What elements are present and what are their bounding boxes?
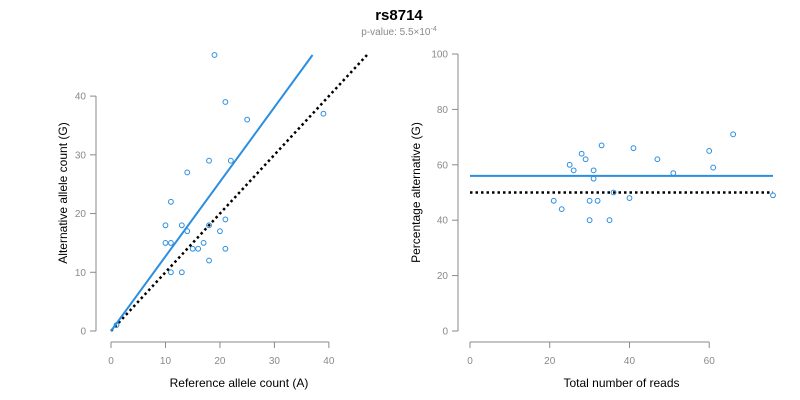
- data-point: [586, 217, 593, 224]
- data-point: [162, 240, 169, 246]
- data-point: [578, 150, 585, 157]
- data-point: [206, 257, 212, 264]
- data-point: [184, 169, 191, 176]
- data-point: [113, 322, 120, 329]
- percentage-alternative-plot: 0 20 40 60 0 20 40 60 80 100 Total number of reads…: [409, 50, 776, 390]
- data-point: [610, 189, 617, 196]
- y-tick-label: 40: [437, 216, 449, 227]
- data-point: [168, 240, 174, 246]
- p-value-label: p-value: 5.5×10-4: [361, 26, 437, 38]
- x-axis-label: Reference allele count (A): [170, 376, 309, 390]
- data-point: [178, 222, 185, 229]
- data-point: [227, 157, 234, 164]
- y-tick-label: 60: [437, 160, 449, 171]
- x-axis-label: Total number of reads: [563, 376, 679, 390]
- fit-line: [110, 54, 314, 332]
- data-point: [594, 197, 601, 204]
- data-point: [244, 116, 251, 123]
- data-point: [222, 245, 229, 252]
- data-point: [570, 167, 577, 174]
- y-tick-label: 20: [75, 209, 87, 220]
- data-point: [558, 206, 565, 213]
- data-point: [606, 217, 613, 224]
- data-point: [590, 167, 597, 174]
- x-tick-label: 10: [160, 356, 172, 367]
- data-point: [320, 110, 327, 117]
- data-point: [670, 170, 677, 177]
- y-tick-label: 10: [75, 268, 87, 279]
- y-tick-label: 0: [80, 327, 86, 338]
- data-point: [178, 269, 185, 276]
- data-point: [206, 157, 212, 164]
- data-point: [706, 148, 713, 154]
- x-tick-label: 40: [624, 356, 636, 367]
- y-tick-label: 80: [437, 105, 449, 116]
- x-tick-label: 40: [323, 356, 335, 367]
- data-point: [730, 131, 737, 138]
- x-tick-label: 20: [544, 356, 556, 367]
- y-tick-label: 0: [442, 327, 448, 338]
- y-tick-label: 40: [75, 92, 87, 103]
- data-point: [200, 240, 207, 246]
- data-point: [162, 222, 169, 229]
- data-point: [168, 198, 174, 205]
- y-tick-label: 20: [437, 271, 449, 282]
- data-point: [590, 175, 597, 182]
- data-point: [770, 192, 776, 199]
- x-tick-label: 0: [467, 356, 473, 367]
- data-point: [626, 195, 633, 201]
- data-point: [222, 216, 229, 223]
- data-point: [189, 245, 196, 252]
- y-tick-label: 100: [431, 50, 448, 61]
- data-point: [586, 197, 593, 204]
- data-point: [217, 228, 223, 235]
- data-point: [195, 245, 202, 252]
- data-point: [710, 164, 717, 171]
- y-tick-label: 30: [75, 150, 87, 161]
- data-point: [630, 145, 637, 152]
- x-tick-label: 20: [214, 356, 226, 367]
- data-point: [184, 228, 191, 235]
- x-tick-label: 30: [269, 356, 281, 367]
- x-tick-label: 0: [108, 356, 114, 367]
- data-point: [654, 156, 661, 163]
- chart-title: rs8714: [375, 7, 423, 24]
- data-point: [582, 156, 589, 163]
- data-point: [566, 161, 573, 168]
- data-point: [598, 142, 605, 149]
- y-axis-label: Alternative allele count (G): [56, 122, 70, 263]
- allele-count-plot: 0 10 20 30 40 0 10 20 30 40 Reference allele count…: [56, 52, 368, 390]
- y-axis-label: Percentage alternative (G): [409, 122, 423, 263]
- data-point: [211, 52, 218, 58]
- data-point: [222, 99, 229, 105]
- data-point: [168, 269, 174, 276]
- reference-line: [110, 54, 368, 332]
- data-point: [550, 197, 557, 204]
- x-tick-label: 60: [704, 356, 716, 367]
- data-point: [206, 222, 212, 229]
